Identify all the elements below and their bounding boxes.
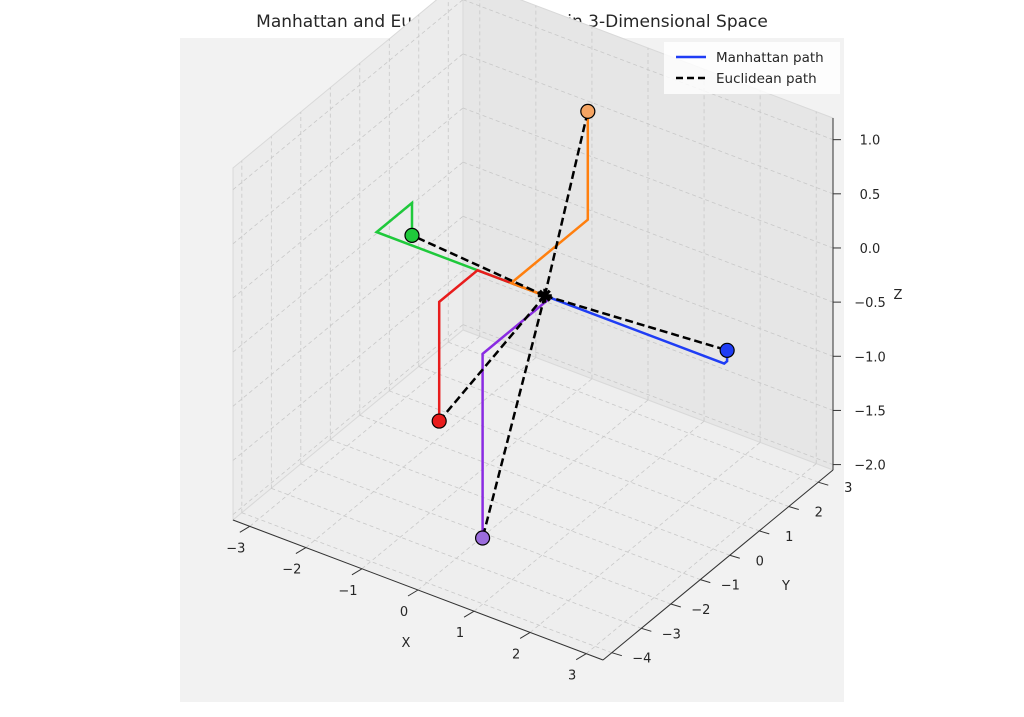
point-marker xyxy=(580,103,596,119)
grid-line-y xyxy=(330,439,701,580)
grid-line-z xyxy=(462,53,834,195)
y-tick-mark xyxy=(700,579,711,584)
legend: Manhattan path Euclidean path xyxy=(664,42,840,94)
grid-line-y xyxy=(389,390,760,532)
x-tick-mark xyxy=(519,631,531,639)
grid-line-z xyxy=(462,161,834,303)
x-tick-label: 0 xyxy=(400,605,408,620)
y-tick-label: −2 xyxy=(691,603,710,618)
grid-line-y xyxy=(418,366,789,507)
point-markers xyxy=(404,103,735,546)
euclidean-path xyxy=(411,234,546,297)
grid-line-y xyxy=(271,487,642,629)
grid-line-z xyxy=(232,161,464,353)
euclidean-path xyxy=(438,294,546,422)
x-tick-mark xyxy=(351,568,363,576)
x-tick-mark xyxy=(575,653,587,661)
x-tick-label: −1 xyxy=(338,584,357,599)
euclidean-path xyxy=(544,294,728,352)
y-tick-mark xyxy=(729,554,740,559)
y-tick-mark xyxy=(759,530,770,535)
y-tick-label: 1 xyxy=(785,530,793,545)
x-tick-label: −2 xyxy=(282,563,301,578)
grid-line-z xyxy=(232,215,464,407)
grid-line-z xyxy=(232,0,464,190)
y-axis-label: Y xyxy=(781,579,790,594)
grid-line-z xyxy=(462,270,834,411)
y-tick-label: 2 xyxy=(815,506,823,521)
z-tick-label: 1.0 xyxy=(860,134,881,149)
y-tick-mark xyxy=(818,481,829,486)
x-tick-label: 1 xyxy=(456,626,464,641)
legend-manhattan-label: Manhattan path xyxy=(716,50,824,66)
y-tick-label: 0 xyxy=(756,554,764,569)
grid-line-x xyxy=(361,378,593,570)
y-tick-label: −1 xyxy=(721,579,740,594)
z-tick-label: 0.5 xyxy=(860,188,881,203)
y-tick-mark xyxy=(670,603,681,608)
point-marker xyxy=(404,227,420,243)
grid-line-y xyxy=(241,512,612,654)
grid-line-z xyxy=(462,0,834,141)
y-tick-label: −4 xyxy=(632,652,651,667)
y-tick-mark xyxy=(611,652,622,657)
grid-line-z xyxy=(462,324,834,465)
z-tick-label: −0.5 xyxy=(854,296,886,311)
x-tick-label: 2 xyxy=(512,647,520,662)
euclidean-path xyxy=(543,111,590,297)
manhattan-path xyxy=(374,200,546,297)
z-tick-label: −1.0 xyxy=(854,350,886,365)
grid-line-z xyxy=(232,53,464,245)
y-tick-label: −3 xyxy=(662,627,681,642)
grid-line-x xyxy=(473,420,705,612)
grid-line-y xyxy=(448,341,819,483)
legend-euclidean-label: Euclidean path xyxy=(716,71,817,87)
euclidean-path xyxy=(481,295,547,539)
point-marker xyxy=(474,530,491,546)
z-tick-label: −2.0 xyxy=(854,459,886,474)
grid-line-z xyxy=(462,107,834,249)
grid-line-z xyxy=(232,107,464,299)
y-tick-mark xyxy=(788,506,799,511)
x-tick-label: 3 xyxy=(568,669,576,684)
series-paths xyxy=(374,111,729,539)
z-tick-label: −1.5 xyxy=(854,404,886,419)
point-marker xyxy=(431,413,447,429)
x-tick-label: −3 xyxy=(226,541,245,556)
z-axis-label: Z xyxy=(894,288,903,303)
x-tick-mark xyxy=(407,589,419,597)
y-tick-mark xyxy=(641,627,652,632)
origin-marker xyxy=(537,288,552,303)
y-tick-label: 3 xyxy=(844,481,852,496)
grid-line-z xyxy=(462,215,834,357)
grid-line-z xyxy=(232,324,464,515)
tick-labels: −3 −2 −1 0 1 2 3 −4 −3 −2 −1 0 1 2 3 1.0 0.5 0.0 −0.5 −1.0 −… xyxy=(226,134,886,684)
z-tick-label: 0.0 xyxy=(860,242,881,257)
x-tick-mark xyxy=(295,547,307,555)
grid-line-y xyxy=(359,414,730,556)
grid-lines xyxy=(232,0,834,654)
x-tick-mark xyxy=(239,525,251,533)
grid-line-x xyxy=(585,463,817,654)
legend-box xyxy=(664,42,840,94)
x-axis-label: X xyxy=(402,636,411,651)
grid-line-z xyxy=(232,270,464,461)
point-marker xyxy=(719,342,735,358)
x-tick-mark xyxy=(463,610,475,618)
